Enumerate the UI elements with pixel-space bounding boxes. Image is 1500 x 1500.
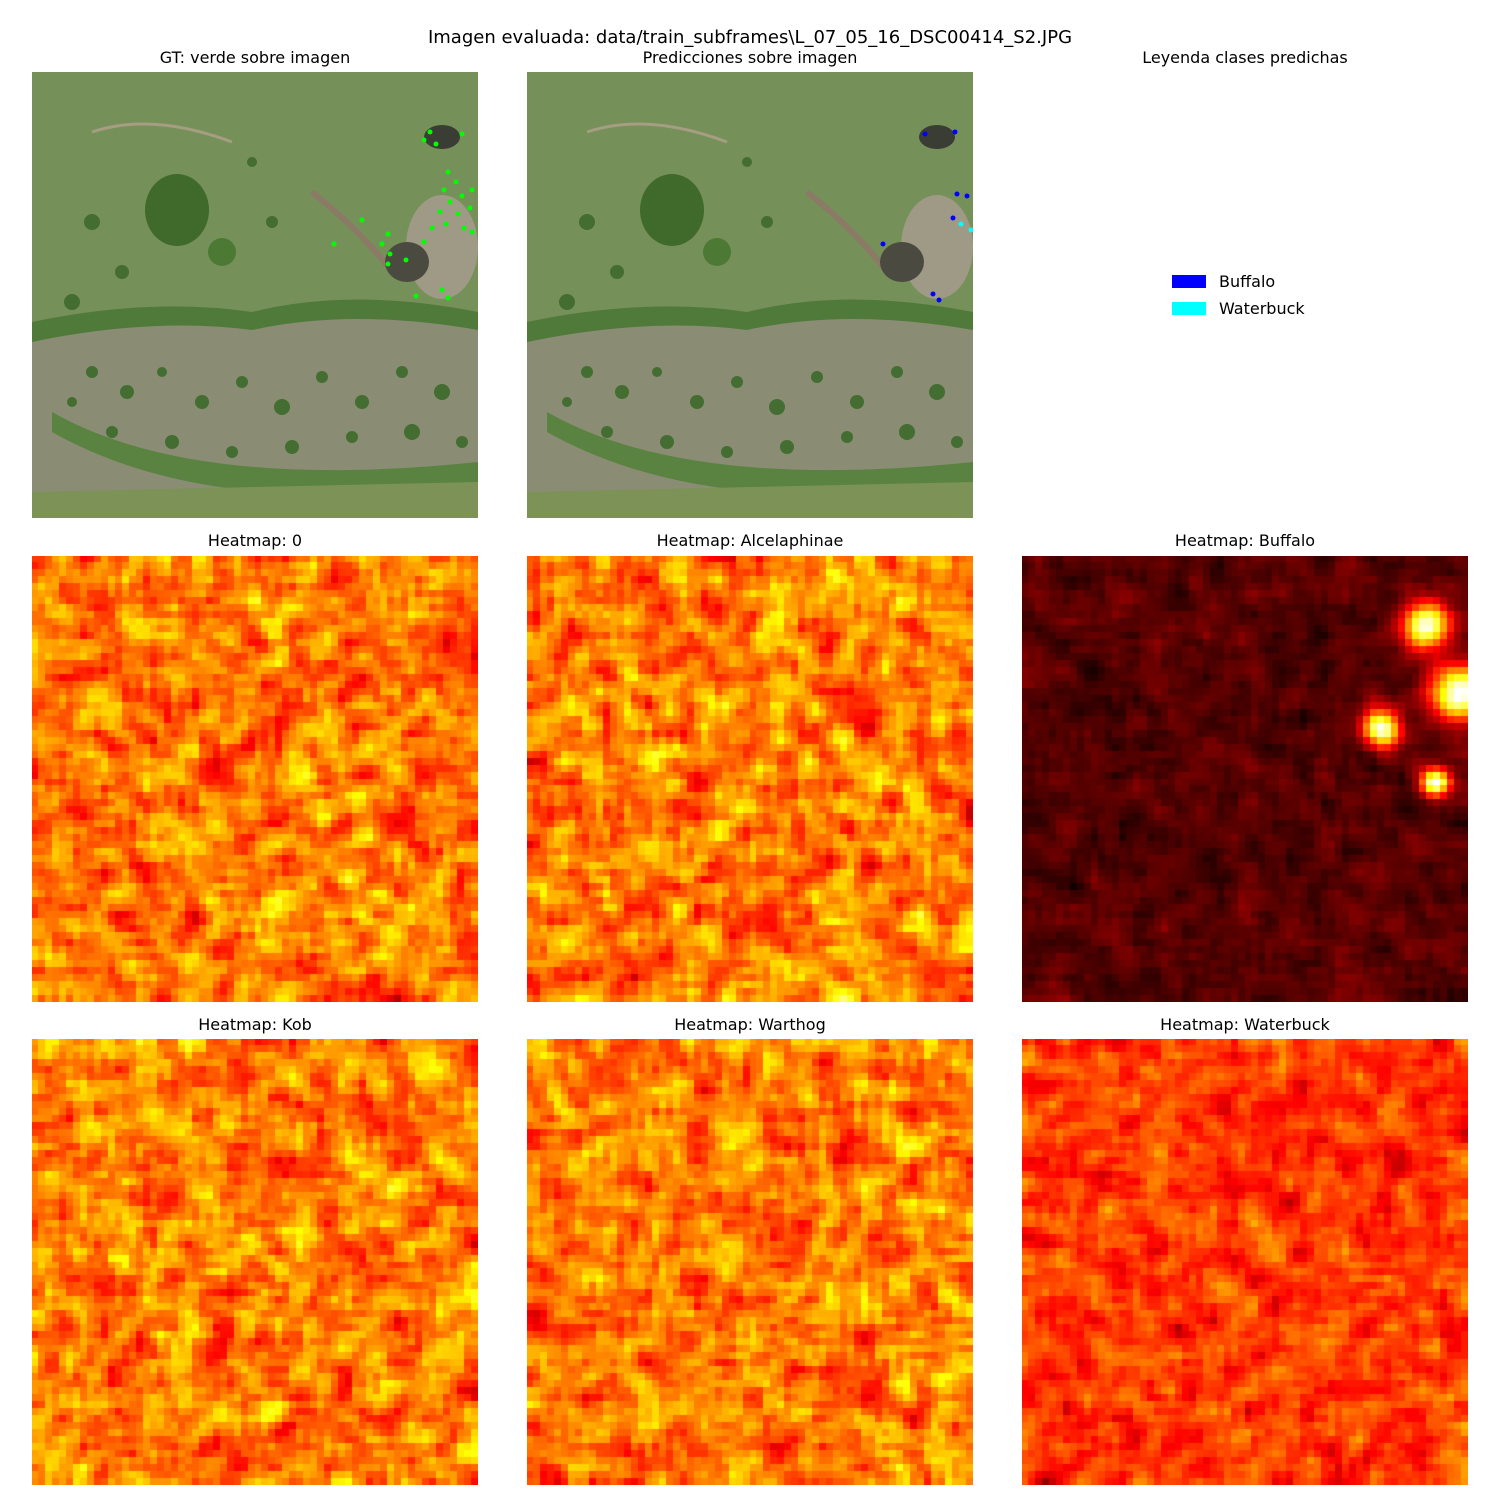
legend-item-waterbuck: Waterbuck (1172, 295, 1372, 322)
legend-panel-title: Leyenda clases predichas (1142, 48, 1348, 67)
gt-annotation-markers (331, 129, 475, 301)
heatmap-title-warthog: Heatmap: Warthog (674, 1015, 826, 1034)
pred-aerial-image (527, 72, 973, 518)
heatmap-title-waterbuck: Heatmap: Waterbuck (1160, 1015, 1330, 1034)
legend-label: Waterbuck (1219, 299, 1305, 318)
gt-aerial-svg (32, 72, 478, 518)
heatmap-canvas (1022, 1039, 1468, 1485)
buffalo-swatch (1172, 275, 1206, 288)
heatmap-canvas (32, 1039, 478, 1485)
pred-aerial-svg (527, 72, 973, 518)
heatmap-0 (32, 556, 478, 1002)
heatmap-warthog (527, 1039, 973, 1485)
heatmap-waterbuck (1022, 1039, 1468, 1485)
gt-panel-title: GT: verde sobre imagen (159, 48, 351, 67)
aerial-background (32, 72, 478, 518)
class-legend: Buffalo Waterbuck (1172, 268, 1372, 322)
legend-label: Buffalo (1219, 272, 1276, 291)
heatmap-canvas (32, 556, 478, 1002)
waterbuck-swatch (1172, 302, 1206, 315)
figure-title: Imagen evaluada: data/train_subframes\L_… (427, 27, 1073, 48)
heatmap-kob (32, 1039, 478, 1485)
legend-item-buffalo: Buffalo (1172, 268, 1372, 295)
aerial-background (527, 72, 973, 518)
heatmap-title-0: Heatmap: 0 (207, 531, 303, 550)
pred-panel-title: Predicciones sobre imagen (642, 48, 858, 67)
heatmap-canvas (1022, 556, 1468, 1002)
heatmap-title-kob: Heatmap: Kob (198, 1015, 312, 1034)
heatmap-canvas (527, 1039, 973, 1485)
heatmap-canvas (527, 556, 973, 1002)
prediction-markers (880, 129, 973, 303)
heatmap-title-alcelaphinae: Heatmap: Alcelaphinae (656, 531, 844, 550)
heatmap-title-buffalo: Heatmap: Buffalo (1174, 531, 1316, 550)
gt-aerial-image (32, 72, 478, 518)
heatmap-buffalo (1022, 556, 1468, 1002)
heatmap-alcelaphinae (527, 556, 973, 1002)
